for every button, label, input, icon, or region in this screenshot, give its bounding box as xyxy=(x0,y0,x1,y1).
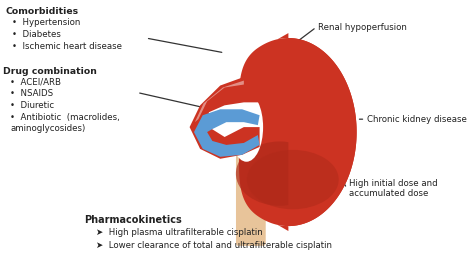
Text: High initial dose and
accumulated dose: High initial dose and accumulated dose xyxy=(349,179,438,198)
Ellipse shape xyxy=(247,150,339,209)
Ellipse shape xyxy=(236,141,323,206)
Text: •  Diabetes: • Diabetes xyxy=(12,30,61,39)
Text: Comorbidities: Comorbidities xyxy=(6,7,79,16)
Text: Chronic kidney disease: Chronic kidney disease xyxy=(367,115,467,124)
Polygon shape xyxy=(190,78,260,159)
Ellipse shape xyxy=(230,92,263,162)
Text: ➤  Lower clearance of total and ultrafilterable cisplatin: ➤ Lower clearance of total and ultrafilt… xyxy=(96,241,332,250)
Polygon shape xyxy=(194,109,260,157)
Text: •  Ischemic heart disease: • Ischemic heart disease xyxy=(12,42,122,51)
Polygon shape xyxy=(235,102,267,157)
Text: ➤  High plasma ultrafilterable cisplatin: ➤ High plasma ultrafilterable cisplatin xyxy=(96,228,263,237)
Text: Drug combination: Drug combination xyxy=(3,67,97,76)
Text: Renal hypoperfusion: Renal hypoperfusion xyxy=(318,23,407,32)
FancyBboxPatch shape xyxy=(236,154,266,246)
Text: •  ACEI/ARB: • ACEI/ARB xyxy=(10,78,61,87)
Polygon shape xyxy=(195,81,244,122)
Polygon shape xyxy=(278,33,356,231)
Polygon shape xyxy=(239,38,356,226)
Text: •  NSAIDS: • NSAIDS xyxy=(10,90,53,98)
Text: •  Diuretic: • Diuretic xyxy=(10,101,54,110)
Text: •  Hypertension: • Hypertension xyxy=(12,18,80,27)
Text: Pharmacokinetics: Pharmacokinetics xyxy=(84,215,182,225)
Text: •  Antibiotic  (macrolides,
aminoglycosides): • Antibiotic (macrolides, aminoglycoside… xyxy=(10,113,120,133)
